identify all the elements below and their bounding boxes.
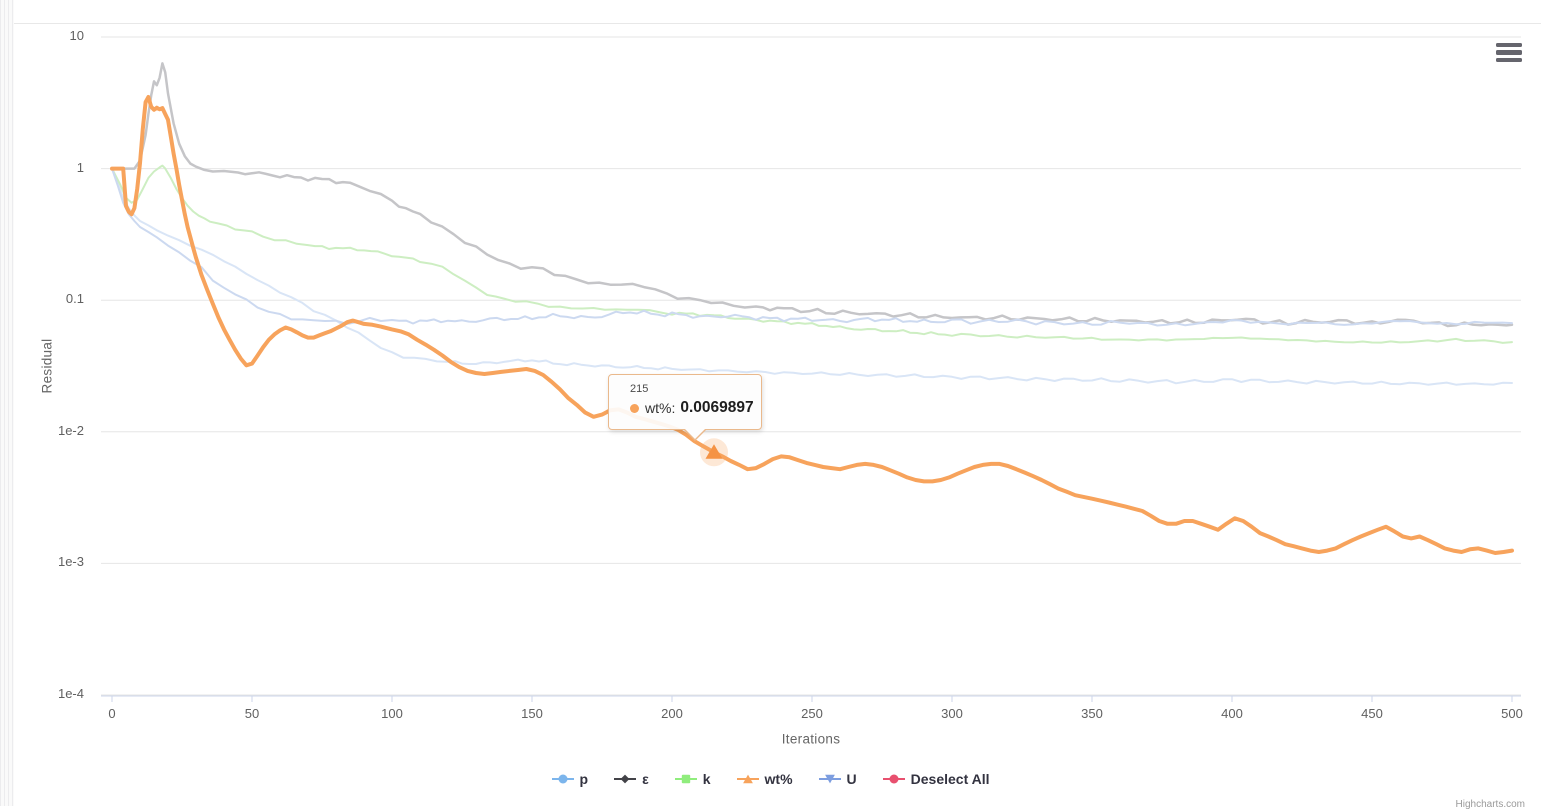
x-tick-label: 350 (1081, 706, 1103, 721)
x-tick-label: 50 (244, 706, 260, 721)
y-tick-label: 1 (76, 159, 84, 175)
x-tick-label: 100 (381, 706, 403, 721)
legend-item-wt%[interactable]: wt% (736, 771, 793, 787)
tooltip-series-bullet-icon (630, 403, 639, 413)
series-line-p[interactable] (111, 167, 1513, 386)
x-tick-label: 0 (108, 706, 116, 721)
series-line-wt%[interactable] (110, 95, 1514, 555)
chart-card (14, 23, 1541, 806)
x-axis-title: Iterations (781, 731, 841, 747)
legend-marker-circle-icon (551, 774, 574, 784)
legend-label: U (846, 771, 857, 787)
legend-marker-triangle-icon (736, 774, 759, 784)
x-tick-label: 150 (521, 706, 543, 721)
tooltip-value: 0.0069897 (680, 399, 754, 416)
legend-label: p (579, 771, 589, 787)
x-axis (101, 695, 1521, 702)
legend-item-p[interactable]: p (551, 771, 589, 787)
tooltip-x-value: 215 (630, 383, 649, 395)
y-tick-label: 10 (69, 28, 84, 43)
legend-marker-triangle-down-icon (818, 774, 841, 784)
legend-item-u[interactable]: U (818, 771, 857, 787)
y-tick-label: 1e-4 (57, 686, 84, 701)
legend-item-k[interactable]: k (674, 771, 711, 787)
hamburger-menu-icon (1494, 42, 1524, 63)
hover-point-marker-icon (705, 444, 723, 459)
legend-label: ε (642, 771, 649, 787)
legend-marker-diamond-icon (614, 774, 637, 784)
chart-tooltip: 215 wt%: 0.0069897 (608, 374, 762, 441)
chart-export-menu-button[interactable] (1494, 41, 1524, 67)
y-axis-title: Residual (39, 338, 55, 394)
legend-item-ε[interactable]: ε (614, 771, 649, 787)
series-line-ε[interactable] (110, 62, 1514, 328)
y-tick-label: 0.1 (65, 291, 84, 307)
page-background-texture (0, 0, 14, 806)
x-tick-label: 250 (801, 706, 823, 721)
legend-item-deselect-all[interactable]: Deselect All (882, 771, 990, 787)
highcharts-credits[interactable]: Highcharts.com (1455, 799, 1525, 810)
tooltip-series-label: wt%: (645, 400, 676, 416)
x-tick-label: 450 (1361, 706, 1383, 721)
legend-label: k (702, 771, 711, 787)
x-tick-label: 400 (1221, 706, 1243, 721)
chart-legend: p ε k wt% U Deselect All (0, 771, 1541, 787)
series-line-U[interactable] (111, 167, 1513, 327)
legend-marker-square-icon (674, 774, 697, 784)
legend-label: Deselect All (910, 771, 990, 787)
y-tick-label: 1e-3 (57, 554, 84, 570)
legend-marker-circle-icon (882, 774, 905, 784)
x-tick-label: 200 (661, 706, 683, 721)
x-tick-label: 300 (941, 706, 963, 721)
legend-label: wt% (764, 771, 793, 787)
y-tick-label: 1e-2 (57, 422, 84, 438)
gridlines (101, 36, 1521, 696)
x-tick-label: 500 (1501, 706, 1523, 721)
series-line-k[interactable] (111, 164, 1513, 344)
